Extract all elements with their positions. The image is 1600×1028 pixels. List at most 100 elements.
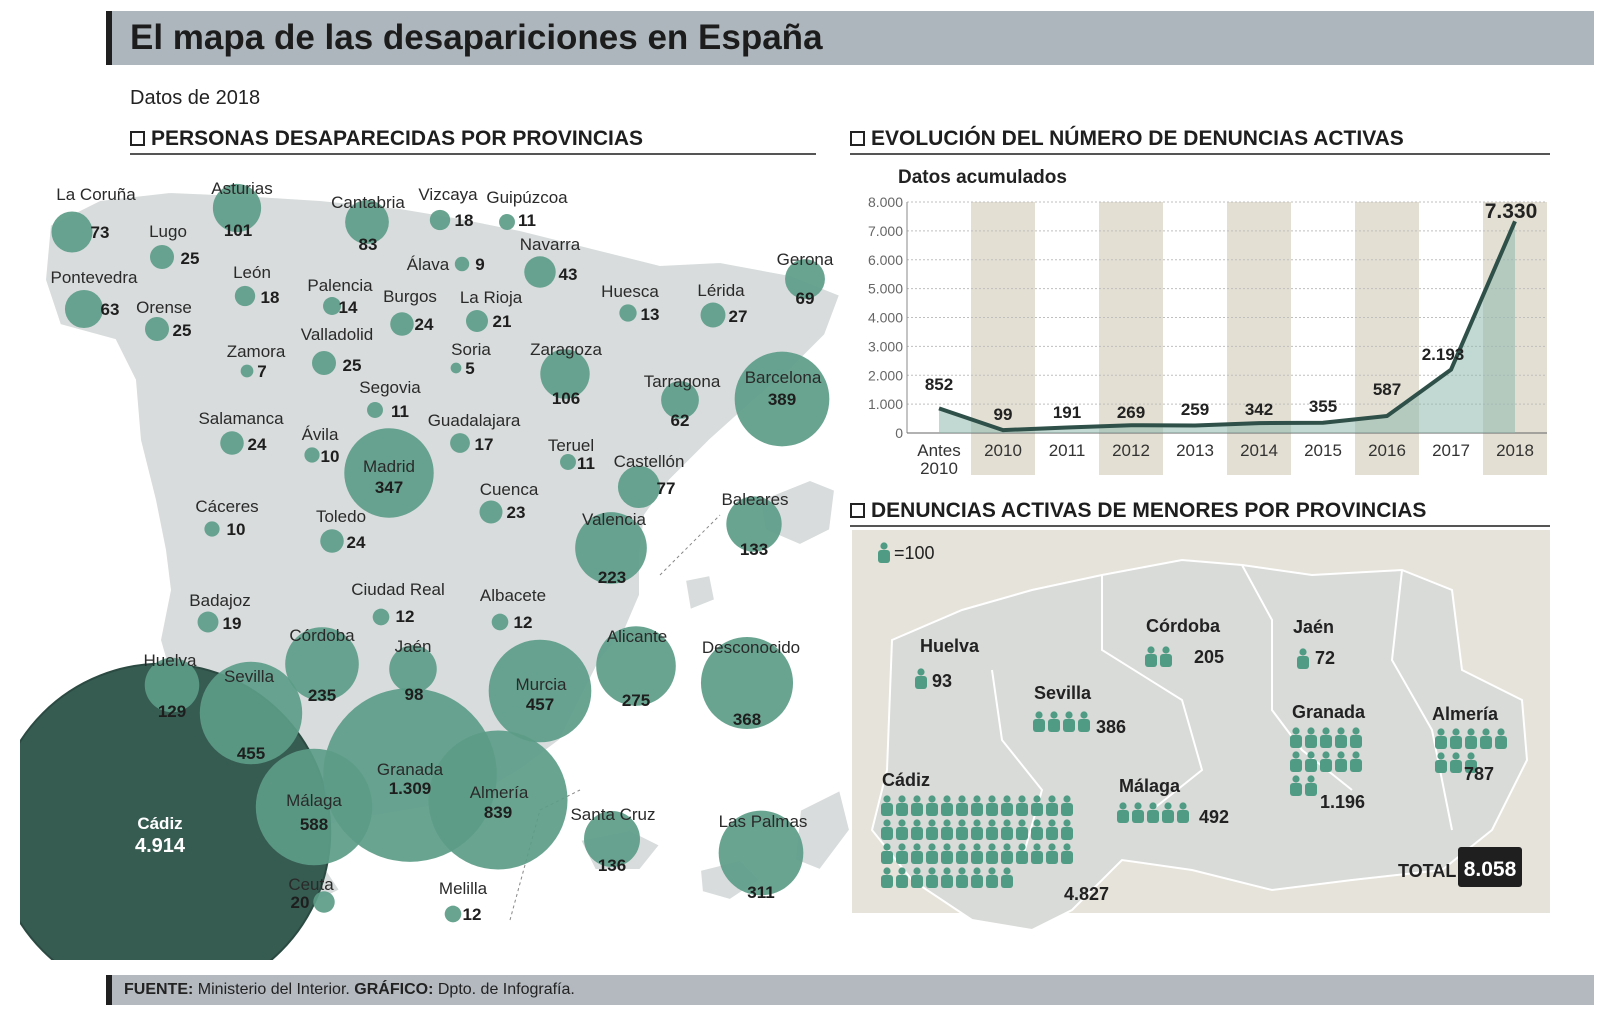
ibiza-shape xyxy=(683,573,717,612)
province-name: Cuenca xyxy=(480,480,539,499)
person-icon xyxy=(915,668,927,689)
province-name: León xyxy=(233,263,271,282)
minor-province-value: 72 xyxy=(1315,648,1335,668)
person-icon xyxy=(986,819,998,840)
y-tick-label: 0 xyxy=(895,425,903,441)
bubble-Burgos xyxy=(390,312,414,336)
bubble-Córdoba xyxy=(285,627,359,701)
person-icon xyxy=(1132,802,1144,823)
province-value: 24 xyxy=(248,435,267,454)
person-icon xyxy=(1290,751,1302,772)
province-value: 223 xyxy=(598,568,626,587)
year-column-band xyxy=(971,202,1035,475)
x-tick-label: 2010 xyxy=(984,441,1022,460)
bubble-Madrid xyxy=(344,428,434,518)
minor-province-value: 787 xyxy=(1464,764,1494,784)
x-tick-label: 2010 xyxy=(920,459,958,478)
data-label: 852 xyxy=(925,375,953,394)
person-icon xyxy=(1016,843,1028,864)
province-value: 11 xyxy=(577,454,595,473)
province-name: Badajoz xyxy=(189,591,250,610)
minor-province-value: 492 xyxy=(1199,807,1229,827)
bubble-Valladolid xyxy=(312,351,336,375)
legend-label: =100 xyxy=(894,543,935,563)
y-tick-label: 1.000 xyxy=(868,396,903,412)
person-icon xyxy=(1078,711,1090,732)
square-icon xyxy=(130,131,145,146)
person-icon xyxy=(956,819,968,840)
bubble-Cáceres xyxy=(204,521,220,537)
series-area xyxy=(939,221,1515,433)
bubble-Lérida xyxy=(700,302,726,328)
province-value: 588 xyxy=(300,815,328,834)
person-icon xyxy=(1046,795,1058,816)
minor-province-value: 205 xyxy=(1194,647,1224,667)
person-icon xyxy=(1290,775,1302,796)
person-icon xyxy=(881,843,893,864)
person-icon xyxy=(1046,843,1058,864)
person-icon xyxy=(1465,752,1477,773)
province-name: Alicante xyxy=(607,627,667,646)
person-icon xyxy=(1147,802,1159,823)
province-value: 10 xyxy=(321,447,340,466)
province-name: Orense xyxy=(136,298,192,317)
andalucia-border-4 xyxy=(1390,569,1453,831)
person-icon xyxy=(926,867,938,888)
person-icon xyxy=(1480,728,1492,749)
province-name: Albacete xyxy=(480,586,546,605)
bubble-Guipúzcoa xyxy=(499,214,515,230)
bubble-Castellón xyxy=(617,465,661,509)
province-name: Huelva xyxy=(144,651,197,670)
person-icon xyxy=(1001,843,1013,864)
bubble-Navarra xyxy=(524,256,556,288)
province-name: Guadalajara xyxy=(428,411,521,430)
person-icon xyxy=(1450,728,1462,749)
province-value: 77 xyxy=(657,479,676,498)
province-name: Córdoba xyxy=(289,626,355,645)
person-icon xyxy=(1320,751,1332,772)
person-icon xyxy=(1160,646,1172,667)
province-value: 24 xyxy=(415,315,434,334)
province-name: Lugo xyxy=(149,222,187,241)
province-name: Zaragoza xyxy=(530,340,602,359)
bubble-Melilla xyxy=(444,905,462,923)
person-icon xyxy=(911,795,923,816)
person-icon xyxy=(1031,843,1043,864)
person-icon xyxy=(1001,819,1013,840)
province-name: Navarra xyxy=(520,235,581,254)
bubble-Santa Cruz xyxy=(584,811,640,867)
province-name: Burgos xyxy=(383,287,437,306)
province-value: 13 xyxy=(641,305,660,324)
person-icon xyxy=(1350,727,1362,748)
province-value: 27 xyxy=(729,307,748,326)
bubble-Sevilla xyxy=(199,661,303,765)
bubble-Guadalajara xyxy=(450,433,470,453)
bubble-Lugo xyxy=(150,245,174,269)
square-icon xyxy=(850,503,865,518)
square-icon xyxy=(850,131,865,146)
total-value: 8.058 xyxy=(1464,858,1517,881)
bubble-Teruel xyxy=(560,454,576,470)
person-icon xyxy=(1031,819,1043,840)
province-name: La Coruña xyxy=(56,185,136,204)
y-tick-label: 8.000 xyxy=(868,194,903,210)
total-label: TOTAL xyxy=(1398,861,1456,881)
province-value: 11 xyxy=(518,211,536,230)
province-value: 235 xyxy=(308,686,336,705)
province-name: Valencia xyxy=(582,510,646,529)
person-icon xyxy=(881,819,893,840)
bubble-Barcelona xyxy=(734,351,830,447)
person-icon xyxy=(1046,819,1058,840)
bubble-Soria xyxy=(450,362,462,374)
total-badge xyxy=(1458,847,1522,887)
section-map-header: PERSONAS DESAPARECIDAS POR PROVINCIAS xyxy=(130,127,816,155)
data-label: 2.193 xyxy=(1422,345,1465,364)
bubble-Huelva xyxy=(144,657,200,713)
province-value: 1.309 xyxy=(389,779,432,798)
person-icon xyxy=(1320,727,1332,748)
bubble-La Coruña xyxy=(51,211,93,253)
minor-province-value: 386 xyxy=(1096,717,1126,737)
minor-province-value: 1.196 xyxy=(1320,792,1365,812)
person-icon xyxy=(896,867,908,888)
